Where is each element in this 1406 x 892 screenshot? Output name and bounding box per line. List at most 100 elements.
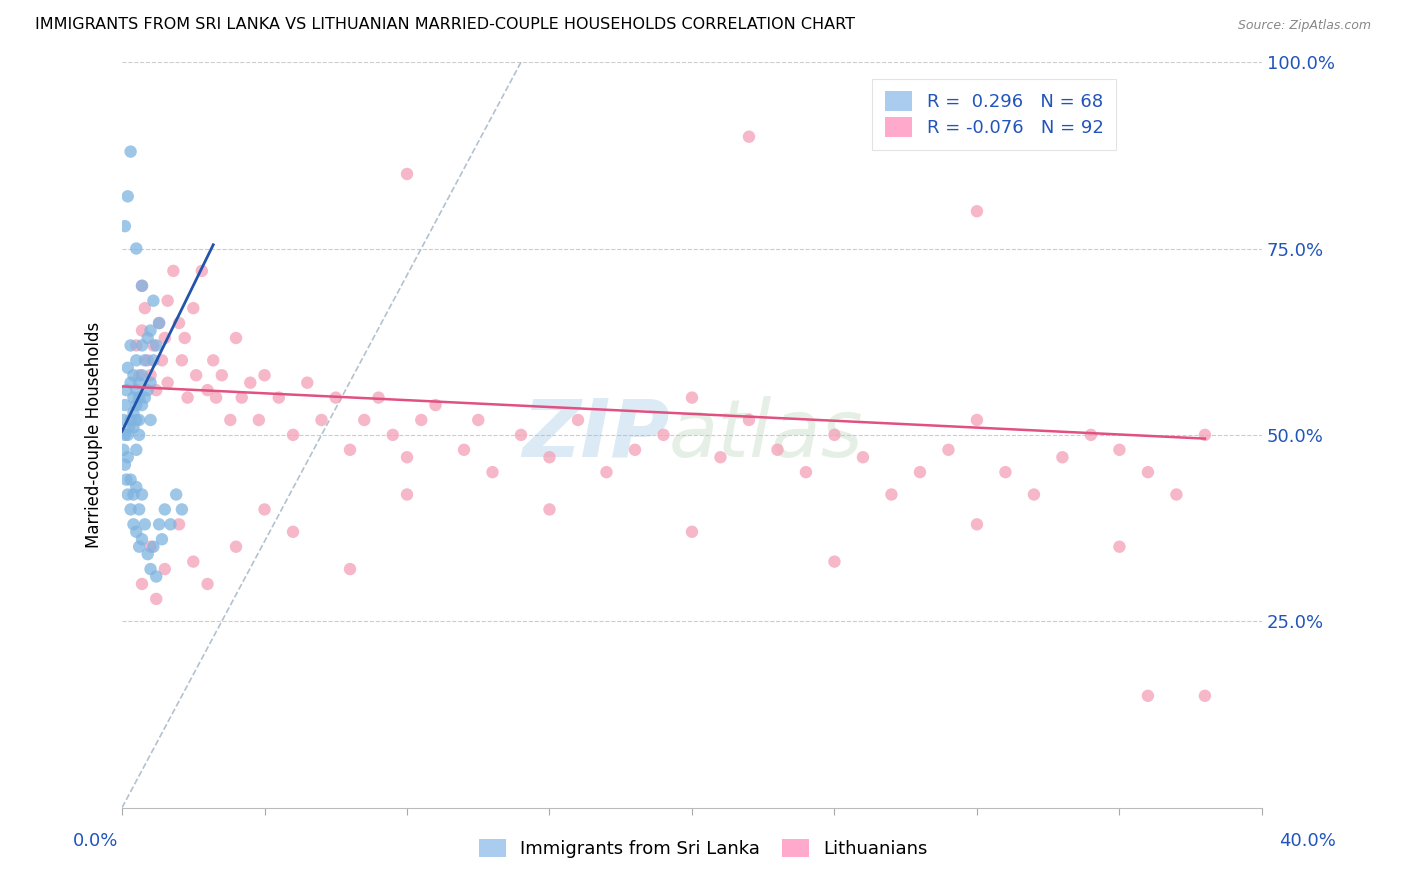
Point: [150, 533, 173, 547]
Point: [145, 383, 167, 397]
Point: [339, 442, 361, 457]
Point: [339, 562, 361, 576]
Point: [353, 413, 375, 427]
Point: [139, 324, 162, 338]
Point: [134, 353, 156, 368]
Point: [145, 338, 167, 352]
Point: [297, 376, 319, 390]
Point: [120, 473, 142, 487]
Point: [117, 450, 139, 465]
Point: [131, 324, 153, 338]
Point: [131, 278, 153, 293]
Point: [122, 368, 145, 383]
Point: [117, 360, 139, 375]
Point: [114, 458, 136, 472]
Point: [823, 555, 845, 569]
Point: [131, 338, 153, 352]
Point: [136, 547, 159, 561]
Point: [128, 428, 150, 442]
Point: [1194, 428, 1216, 442]
Point: [311, 413, 333, 427]
Point: [966, 413, 988, 427]
Point: [411, 413, 433, 427]
Point: [325, 391, 347, 405]
Point: [1052, 450, 1074, 465]
Point: [153, 331, 176, 345]
Point: [142, 540, 165, 554]
Point: [139, 368, 162, 383]
Point: [176, 391, 198, 405]
Point: [153, 502, 176, 516]
Point: [122, 405, 145, 419]
Point: [467, 413, 489, 427]
Point: [481, 465, 503, 479]
Point: [131, 398, 153, 412]
Point: [148, 316, 170, 330]
Point: [267, 391, 290, 405]
Point: [128, 368, 150, 383]
Point: [117, 487, 139, 501]
Point: [738, 413, 761, 427]
Point: [128, 413, 150, 427]
Point: [125, 413, 148, 427]
Point: [131, 368, 153, 383]
Point: [652, 428, 675, 442]
Point: [165, 487, 187, 501]
Point: [852, 450, 875, 465]
Point: [131, 533, 153, 547]
Point: [510, 428, 533, 442]
Point: [114, 219, 136, 234]
Point: [131, 278, 153, 293]
Point: [120, 376, 142, 390]
Point: [766, 442, 789, 457]
Point: [142, 353, 165, 368]
Legend: Immigrants from Sri Lanka, Lithuanians: Immigrants from Sri Lanka, Lithuanians: [471, 831, 935, 865]
Point: [938, 442, 960, 457]
Point: [136, 331, 159, 345]
Point: [538, 502, 561, 516]
Point: [367, 391, 389, 405]
Point: [131, 487, 153, 501]
Point: [253, 502, 276, 516]
Point: [994, 465, 1017, 479]
Point: [115, 473, 138, 487]
Point: [167, 316, 190, 330]
Y-axis label: Married-couple Households: Married-couple Households: [86, 322, 103, 548]
Point: [117, 189, 139, 203]
Point: [181, 555, 204, 569]
Point: [453, 442, 475, 457]
Point: [1108, 442, 1130, 457]
Point: [239, 376, 262, 390]
Point: [159, 517, 181, 532]
Point: [120, 145, 142, 159]
Point: [681, 391, 703, 405]
Point: [1136, 689, 1159, 703]
Point: [122, 391, 145, 405]
Point: [966, 204, 988, 219]
Point: [125, 442, 148, 457]
Point: [120, 338, 142, 352]
Point: [162, 264, 184, 278]
Point: [966, 517, 988, 532]
Point: [595, 465, 617, 479]
Point: [148, 316, 170, 330]
Text: Source: ZipAtlas.com: Source: ZipAtlas.com: [1237, 19, 1371, 31]
Point: [205, 391, 228, 405]
Point: [131, 577, 153, 591]
Point: [538, 450, 561, 465]
Point: [880, 487, 903, 501]
Point: [148, 517, 170, 532]
Point: [120, 502, 142, 516]
Point: [128, 540, 150, 554]
Point: [253, 368, 276, 383]
Point: [125, 338, 148, 352]
Point: [567, 413, 589, 427]
Point: [115, 383, 138, 397]
Point: [197, 383, 219, 397]
Point: [112, 442, 135, 457]
Text: atlas: atlas: [669, 396, 863, 474]
Point: [170, 353, 193, 368]
Point: [156, 293, 179, 308]
Text: IMMIGRANTS FROM SRI LANKA VS LITHUANIAN MARRIED-COUPLE HOUSEHOLDS CORRELATION CH: IMMIGRANTS FROM SRI LANKA VS LITHUANIAN …: [35, 17, 855, 31]
Point: [225, 540, 247, 554]
